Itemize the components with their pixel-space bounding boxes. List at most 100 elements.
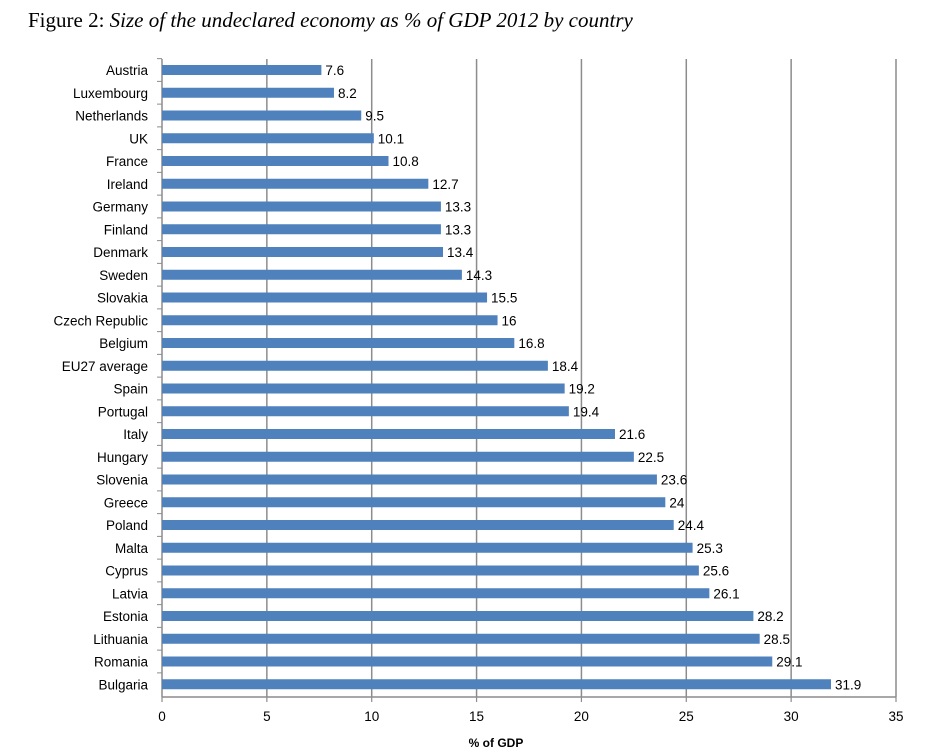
- data-label: 31.9: [835, 677, 861, 692]
- bar-bulgaria: [162, 679, 831, 690]
- bar-netherlands: [162, 110, 362, 121]
- data-label: 21.6: [619, 427, 645, 442]
- bar-lithuania: [162, 633, 760, 644]
- category-label: Belgium: [99, 336, 148, 351]
- data-label: 24.4: [678, 518, 705, 533]
- figure-title: Figure 2: Size of the undeclared economy…: [28, 8, 633, 33]
- data-label: 13.3: [445, 200, 471, 215]
- data-label: 28.2: [757, 609, 783, 624]
- bar-eu27-average: [162, 360, 548, 371]
- bar-estonia: [162, 611, 754, 621]
- data-label: 13.4: [447, 245, 474, 260]
- bar-portugal: [162, 406, 569, 417]
- bar-sweden: [162, 269, 462, 280]
- x-tick-label: 35: [888, 709, 903, 724]
- bar-slovenia: [162, 474, 657, 485]
- category-label: Netherlands: [75, 109, 148, 124]
- category-label: Romania: [94, 655, 149, 670]
- data-label: 19.2: [569, 382, 595, 397]
- x-tick-label: 5: [263, 709, 271, 724]
- x-tick-label: 15: [469, 709, 484, 724]
- category-label: UK: [129, 131, 148, 146]
- figure-caption: Size of the undeclared economy as % of G…: [109, 8, 633, 32]
- x-tick-label: 20: [574, 709, 589, 724]
- category-label: Greece: [104, 495, 148, 510]
- data-label: 22.5: [638, 450, 664, 465]
- x-tick-label: 25: [679, 709, 694, 724]
- bar-greece: [162, 497, 666, 508]
- bar-hungary: [162, 451, 634, 462]
- category-label: Poland: [106, 518, 148, 533]
- category-label: EU27 average: [62, 359, 148, 374]
- category-label: Spain: [113, 382, 148, 397]
- bar-italy: [162, 429, 615, 439]
- category-label: Lithuania: [93, 632, 148, 647]
- data-label: 26.1: [713, 586, 739, 601]
- bar-cyprus: [162, 565, 699, 576]
- data-label: 25.6: [703, 564, 729, 579]
- category-label: Hungary: [97, 450, 148, 465]
- bar-slovakia: [162, 292, 488, 303]
- category-label: Denmark: [93, 245, 148, 260]
- data-label: 19.4: [573, 404, 600, 419]
- data-label: 16.8: [518, 336, 544, 351]
- category-label: Italy: [123, 427, 148, 442]
- category-label: Luxembourg: [73, 86, 148, 101]
- bar-luxembourg: [162, 87, 334, 98]
- x-axis-ticks: 0 5 10 15 20 25 30 35: [157, 58, 904, 724]
- data-label: 13.3: [445, 222, 471, 237]
- category-label: Czech Republic: [53, 313, 148, 328]
- bar-malta: [162, 542, 693, 553]
- data-label: 14.3: [466, 268, 492, 283]
- category-label: Slovenia: [96, 473, 148, 488]
- bar-poland: [162, 520, 674, 530]
- category-label: Germany: [92, 200, 148, 215]
- bar-spain: [162, 383, 565, 394]
- data-label: 29.1: [776, 655, 802, 670]
- data-label: 10.1: [378, 131, 404, 146]
- data-label: 9.5: [365, 109, 384, 124]
- category-label: Austria: [106, 63, 149, 78]
- bar-denmark: [162, 247, 444, 257]
- category-label: Slovakia: [97, 291, 149, 306]
- data-label: 18.4: [552, 359, 579, 374]
- x-tick-label: 0: [158, 709, 166, 724]
- figure-label: Figure 2:: [28, 8, 110, 32]
- category-label: Finland: [104, 222, 148, 237]
- category-label: Estonia: [103, 609, 149, 624]
- category-label: Malta: [115, 541, 149, 556]
- category-label: France: [106, 154, 148, 169]
- data-label: 25.3: [697, 541, 723, 556]
- gridlines: [266, 59, 897, 697]
- data-label: 15.5: [491, 291, 517, 306]
- category-label: Portugal: [98, 404, 148, 419]
- data-label: 10.8: [392, 154, 418, 169]
- category-label: Cyprus: [105, 564, 148, 579]
- category-label: Ireland: [107, 177, 148, 192]
- bar-belgium: [162, 338, 515, 348]
- data-label: 12.7: [432, 177, 458, 192]
- data-label: 16: [502, 313, 517, 328]
- data-label: 7.6: [325, 63, 344, 78]
- bar-latvia: [162, 588, 710, 599]
- bars: [162, 65, 831, 690]
- data-label: 24: [669, 495, 685, 510]
- bar-france: [162, 156, 389, 166]
- bar-germany: [162, 201, 441, 212]
- x-axis-title: % of GDP: [469, 736, 524, 750]
- bar-finland: [162, 224, 441, 235]
- category-label: Sweden: [99, 268, 148, 283]
- x-tick-label: 30: [784, 709, 799, 724]
- category-labels: Austria Luxembourg Netherlands UK France Irel…: [53, 63, 148, 692]
- x-tick-label: 10: [364, 709, 379, 724]
- bar-czech-republic: [162, 315, 498, 326]
- category-label: Bulgaria: [98, 677, 148, 692]
- value-labels: 7.6 8.2 9.5 10.1 10.8 12.7 13.3 13.3 13.4 14.3 15.…: [325, 63, 861, 692]
- bar-uk: [162, 133, 374, 144]
- bar-romania: [162, 656, 773, 667]
- data-label: 28.5: [764, 632, 790, 647]
- category-label: Latvia: [112, 586, 149, 601]
- data-label: 8.2: [338, 86, 357, 101]
- bar-austria: [162, 65, 322, 75]
